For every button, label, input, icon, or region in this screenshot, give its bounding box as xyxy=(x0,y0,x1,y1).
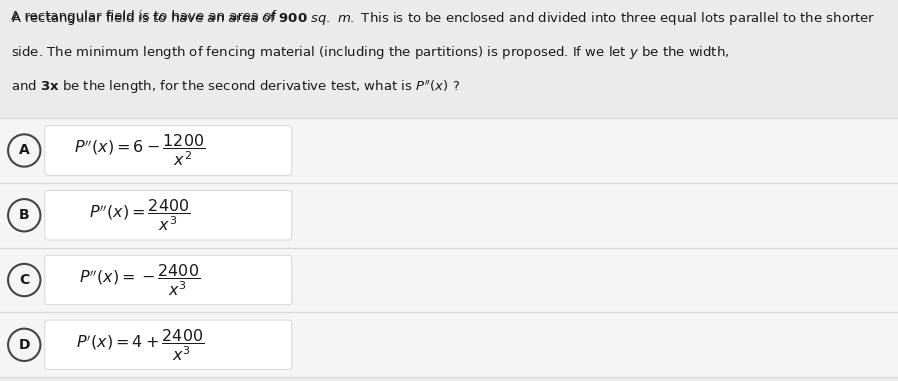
Bar xyxy=(0,312,898,377)
Text: B: B xyxy=(19,208,30,222)
Bar xyxy=(0,183,898,248)
Bar xyxy=(0,248,898,312)
Ellipse shape xyxy=(8,329,40,361)
Text: $P''(x) = -\dfrac{2400}{x^3}$: $P''(x) = -\dfrac{2400}{x^3}$ xyxy=(79,262,200,298)
Bar xyxy=(0,118,898,183)
Ellipse shape xyxy=(8,134,40,166)
FancyBboxPatch shape xyxy=(45,126,292,175)
Ellipse shape xyxy=(8,264,40,296)
Text: $P''(x) = \dfrac{2400}{x^3}$: $P''(x) = \dfrac{2400}{x^3}$ xyxy=(89,197,190,233)
Text: $P''(x) = 6 - \dfrac{1200}{x^2}$: $P''(x) = 6 - \dfrac{1200}{x^2}$ xyxy=(74,133,206,168)
Text: and $\mathbf{3x}$ be the length, for the second derivative test, what is $P''(x): and $\mathbf{3x}$ be the length, for the… xyxy=(11,78,460,96)
Text: C: C xyxy=(19,273,30,287)
Text: side. The minimum length of fencing material (including the partitions) is propo: side. The minimum length of fencing mate… xyxy=(11,44,729,61)
FancyBboxPatch shape xyxy=(45,255,292,305)
Text: A rectangular field is to have an area of: A rectangular field is to have an area o… xyxy=(11,10,280,22)
FancyBboxPatch shape xyxy=(45,320,292,370)
Ellipse shape xyxy=(8,199,40,231)
Text: A: A xyxy=(19,144,30,157)
FancyBboxPatch shape xyxy=(45,190,292,240)
Text: D: D xyxy=(19,338,30,352)
Text: $P'(x) = 4 + \dfrac{2400}{x^3}$: $P'(x) = 4 + \dfrac{2400}{x^3}$ xyxy=(75,327,204,363)
Text: A rectangular field is to have an area of $\mathbf{900}$ $sq.\ m.$ This is to be: A rectangular field is to have an area o… xyxy=(11,10,876,27)
